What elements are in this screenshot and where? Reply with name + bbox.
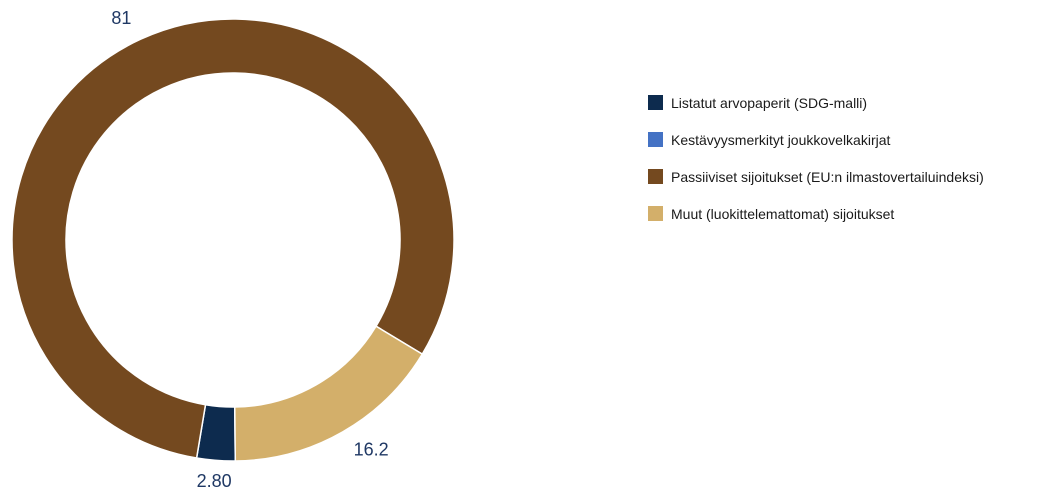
legend-swatch: [648, 206, 663, 221]
data-label: 16.2: [354, 440, 389, 460]
legend: Listatut arvopaperit (SDG-malli) Kestävy…: [648, 84, 984, 232]
donut-slices: [11, 18, 455, 462]
legend-label: Passiiviset sijoitukset (EU:n ilmastover…: [671, 168, 984, 185]
legend-label: Muut (luokittelemattomat) sijoitukset: [671, 205, 895, 222]
data-label: 2.80: [197, 471, 232, 491]
legend-item-passiiviset: Passiiviset sijoitukset (EU:n ilmastover…: [648, 158, 984, 195]
donut-slice: [11, 18, 455, 459]
donut-slice: [233, 325, 424, 462]
legend-item-muut: Muut (luokittelemattomat) sijoitukset: [648, 195, 984, 232]
data-label: 81: [111, 8, 131, 28]
donut-chart: 2.80 81 16.2: [11, 8, 455, 491]
legend-label: Listatut arvopaperit (SDG-malli): [671, 94, 868, 111]
legend-swatch: [648, 169, 663, 184]
legend-label: Kestävyysmerkityt joukkovelkakirjat: [671, 131, 891, 148]
legend-swatch: [648, 132, 663, 147]
legend-item-kestavyys: Kestävyysmerkityt joukkovelkakirjat: [648, 121, 984, 158]
data-labels: 2.80 81 16.2: [111, 8, 388, 491]
legend-item-listatut: Listatut arvopaperit (SDG-malli): [648, 84, 984, 121]
legend-swatch: [648, 95, 663, 110]
